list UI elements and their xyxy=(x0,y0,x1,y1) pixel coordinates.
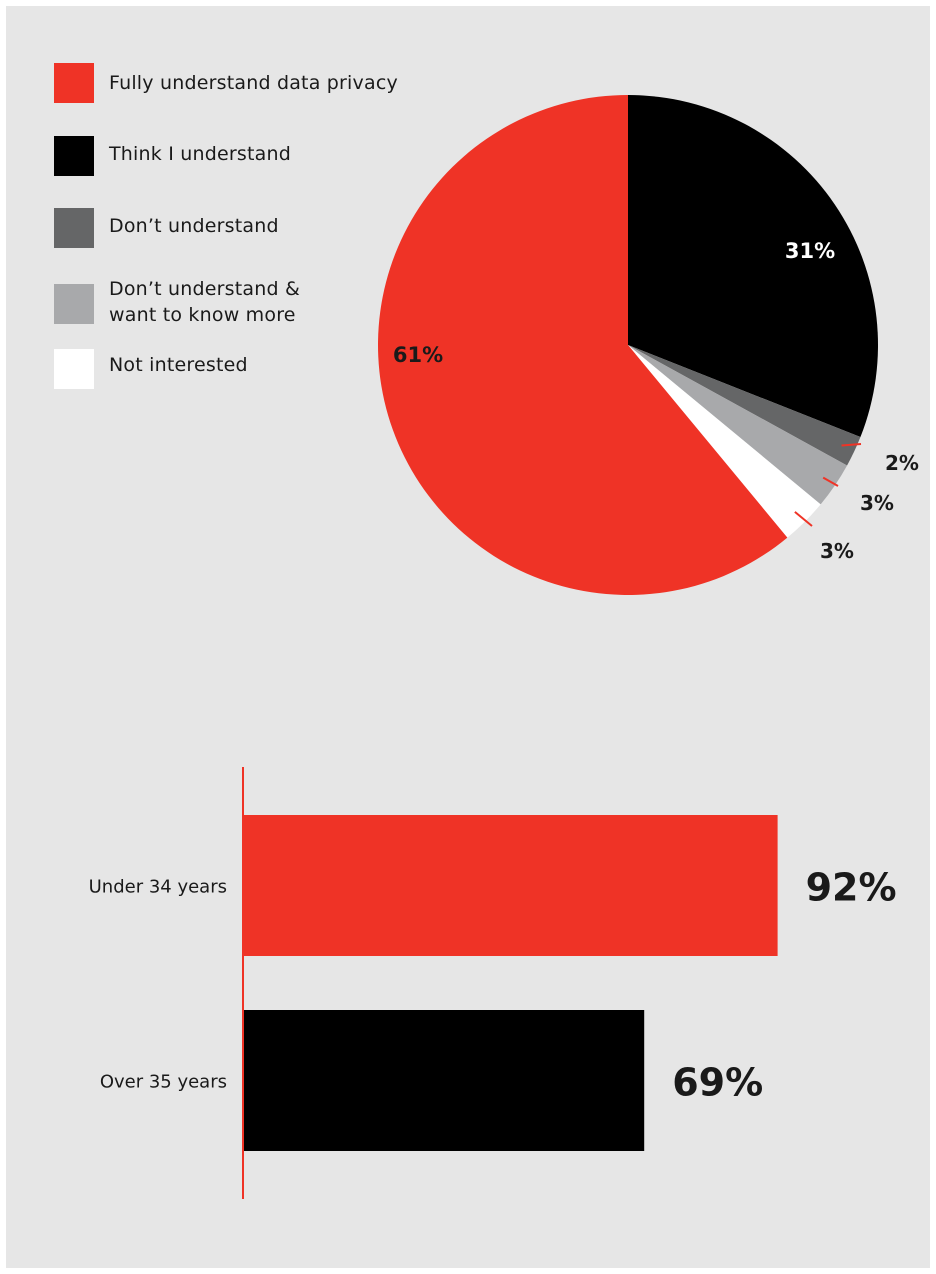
pie-leader-line xyxy=(841,443,862,447)
bar-category-label: Under 34 years xyxy=(89,877,227,898)
pie-leader-line xyxy=(822,476,839,487)
bar-1 xyxy=(244,1010,645,1151)
pie-slice-fully-understand xyxy=(378,94,788,596)
pie-leader-line xyxy=(794,511,813,527)
legend-swatch-red xyxy=(54,63,94,103)
pie-slice-think-understand xyxy=(628,95,878,438)
legend-swatch-black xyxy=(54,136,94,176)
pie-value-label: 3% xyxy=(820,539,854,563)
pie-slice-not-interested xyxy=(628,345,821,538)
bar-value-label: 92% xyxy=(806,866,897,910)
legend-swatch-white xyxy=(54,349,94,389)
bar-value-label: 69% xyxy=(672,1061,763,1105)
pie-value-label: 2% xyxy=(885,451,919,475)
pie-slice-want-to-know-more xyxy=(628,345,848,505)
bar-0 xyxy=(244,815,778,956)
bar-chart: Under 34 years 92% Over 35 years 69% xyxy=(89,767,897,1199)
legend-swatch-dark-grey xyxy=(54,208,94,248)
bar-category-label: Over 35 years xyxy=(100,1072,227,1093)
pie-chart: 61% 31% 2% 3%3% xyxy=(378,94,919,596)
legend-swatch-light-grey xyxy=(54,284,94,324)
legend-label: Not interested xyxy=(109,354,248,376)
pie-value-label: 61% xyxy=(393,343,443,367)
pie-value-label: 3% xyxy=(860,491,894,515)
legend-label: Don’t understand xyxy=(109,215,279,237)
chart-panel: Fully understand data privacy Think I un… xyxy=(6,6,930,1268)
pie-slice-dont-understand xyxy=(628,345,861,466)
legend-label: Fully understand data privacy xyxy=(109,72,398,94)
legend-label: Don’t understand & want to know more xyxy=(109,278,301,326)
pie-value-label: 31% xyxy=(785,239,835,263)
legend-label: Think I understand xyxy=(109,143,291,165)
